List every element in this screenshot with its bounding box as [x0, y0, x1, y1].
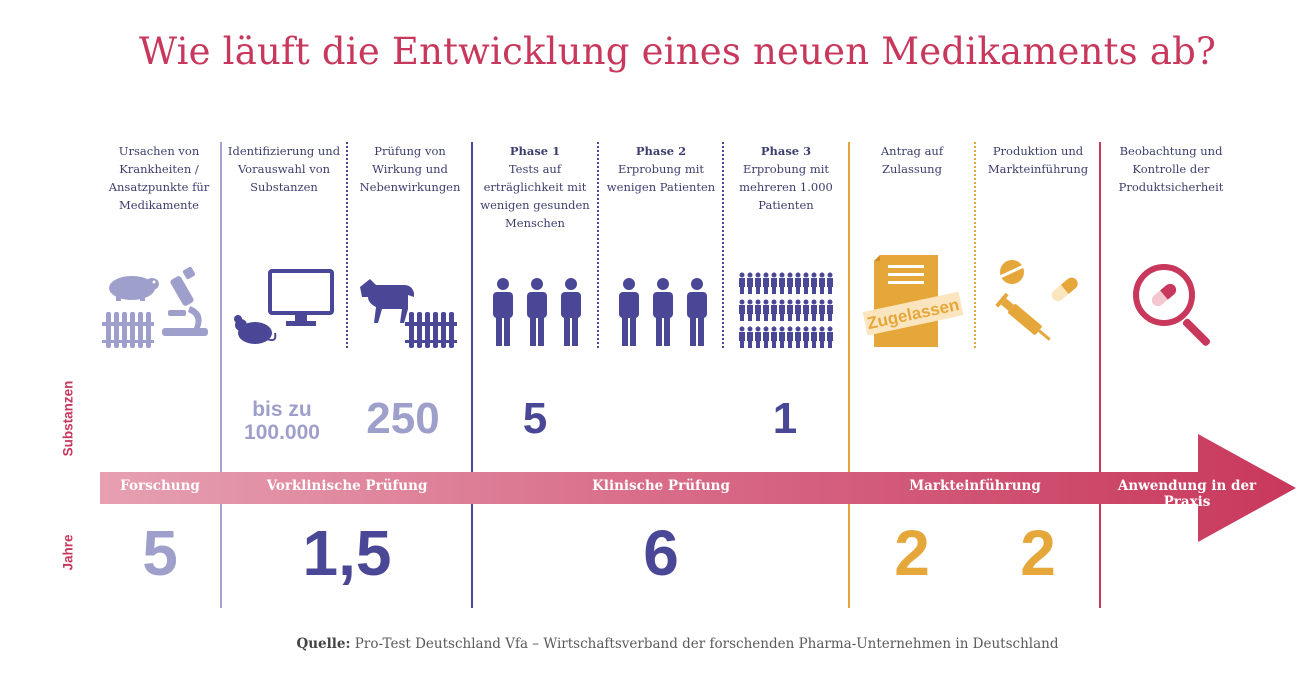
- crowd-icon: [739, 272, 833, 348]
- stage-label-approval: Antrag auf Zulassung: [880, 144, 944, 176]
- phase-clinical: Klinische Prüfung: [592, 478, 730, 494]
- divider-production: [974, 142, 976, 348]
- years-production: 2: [1020, 517, 1056, 589]
- divider-research: [220, 142, 222, 608]
- test-tubes-icon: [405, 312, 457, 348]
- years-approval: 2: [894, 517, 930, 589]
- divider-application: [1099, 142, 1101, 608]
- stage-label-production: Produktion und Markteinführung: [987, 144, 1089, 176]
- divider-phase2: [597, 142, 599, 348]
- phase-application: Anwendung in der Praxis: [1117, 478, 1257, 510]
- substances-value-testing: 250: [366, 394, 440, 443]
- years-preclinical: 1,5: [302, 517, 392, 589]
- microscope-icon: [162, 266, 208, 336]
- timeline-arrow: [100, 434, 1296, 542]
- phase-preclinical: Vorklinische Prüfung: [266, 478, 428, 494]
- hamster-icon: [109, 276, 159, 301]
- substances-value-phase1: 5: [522, 394, 548, 443]
- divider-clinical: [471, 142, 473, 608]
- stage-label-phase1: Phase 1 Tests auf erträglichkeit mit weni…: [480, 144, 590, 230]
- mouse-icon: [234, 315, 277, 344]
- stage-label-causes: Ursachen von Krankheiten / Ansatzpunkte …: [108, 144, 210, 212]
- test-tubes-icon: [102, 312, 154, 348]
- stage-label-identification: Identifizierung und Vorauswahl von Subst…: [227, 144, 341, 194]
- stage-label-observation: Beobachtung und Kontrolle der Produktsic…: [1118, 144, 1224, 194]
- approval-document-icon: Zugelassen: [862, 255, 964, 347]
- stage-label-phase2: Phase 2 Erprobung mit wenigen Patienten: [606, 144, 716, 194]
- substances-row-label: Substanzen: [60, 380, 76, 457]
- years-research: 5: [142, 517, 178, 589]
- people-icon: [493, 278, 581, 346]
- phase-market: Markteinführung: [909, 478, 1041, 494]
- divider-preclinical: [346, 142, 348, 348]
- divider-phase3: [722, 142, 724, 348]
- phase-research: Forschung: [120, 478, 200, 494]
- years-row-label: Jahre: [60, 534, 76, 571]
- years-clinical: 6: [643, 517, 679, 589]
- stage-label-testing: Prüfung von Wirkung und Nebenwirkungen: [359, 144, 461, 194]
- stage-label-phase3: Phase 3 Erprobung mit mehreren 1.000 Pati…: [739, 144, 833, 212]
- substances-value-phase3: 1: [772, 394, 798, 443]
- pills-syringe-icon: [995, 260, 1078, 341]
- magnifier-pill-icon: [1133, 264, 1211, 346]
- dog-icon: [360, 279, 414, 323]
- source-note: Quelle: Pro-Test Deutschland Vfa – Wirts…: [296, 636, 1059, 652]
- monitor-icon: [268, 269, 334, 326]
- substances-value-preclinical-selection: bis zu 100.000: [244, 398, 320, 444]
- page-title: Wie läuft die Entwicklung eines neuen Me…: [138, 30, 1217, 73]
- divider-market: [848, 142, 850, 608]
- people-icon: [619, 278, 707, 346]
